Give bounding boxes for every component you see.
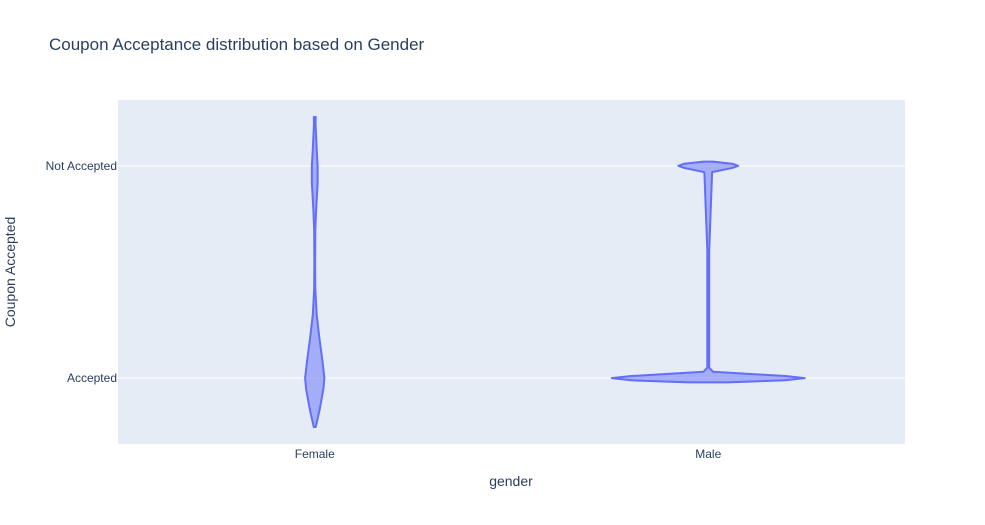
violin-female [304,115,326,429]
x-axis-title: gender [489,473,533,489]
y-tick-label: Accepted [67,371,117,385]
y-tick-label: Not Accepted [46,159,117,173]
y-axis-title: Coupon Accepted [2,217,18,328]
violins [304,115,806,429]
x-tick-label: Female [295,447,335,461]
chart-title: Coupon Acceptance distribution based on … [49,35,425,54]
x-tick-labels: Female Male [295,447,722,461]
violin-male [610,160,806,384]
y-tick-labels: Accepted Not Accepted [46,159,117,385]
plot-area [118,100,905,444]
x-tick-label: Male [695,447,721,461]
